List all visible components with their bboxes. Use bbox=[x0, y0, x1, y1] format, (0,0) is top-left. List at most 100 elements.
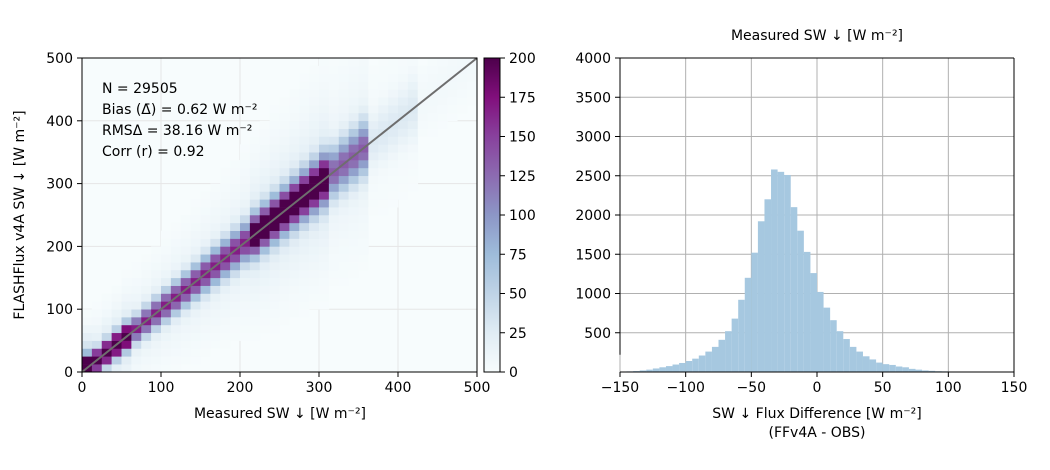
heatmap-cell bbox=[328, 254, 340, 263]
heatmap-cell bbox=[190, 301, 201, 310]
heatmap-cell bbox=[319, 183, 330, 192]
heatmap-cell bbox=[338, 277, 349, 286]
colorbar-tick-label: 200 bbox=[509, 51, 536, 67]
heatmap-cell bbox=[358, 207, 369, 216]
heatmap-cell bbox=[378, 144, 389, 153]
heatmap-cell bbox=[111, 301, 122, 310]
heatmap-cell bbox=[180, 238, 191, 247]
heatmap-cell bbox=[249, 215, 261, 224]
heatmap-cell bbox=[319, 277, 330, 286]
heatmap-cell bbox=[121, 348, 132, 357]
heatmap-cell bbox=[289, 301, 300, 310]
heatmap-cell bbox=[358, 65, 369, 74]
heatmap-cell bbox=[249, 246, 261, 255]
heatmap-cell bbox=[319, 262, 330, 271]
heatmap-frame bbox=[81, 57, 478, 373]
heatmap-cell bbox=[279, 183, 290, 192]
heatmap-cell bbox=[338, 97, 349, 106]
colorbar-tick-label: 150 bbox=[509, 130, 536, 146]
heatmap-cell bbox=[269, 144, 280, 153]
heatmap-cell bbox=[328, 58, 340, 67]
heatmap-cell bbox=[358, 254, 369, 263]
heatmap-cell bbox=[230, 222, 241, 231]
heatmap-cell bbox=[437, 112, 448, 122]
heatmap-cell bbox=[388, 128, 399, 137]
heatmap-cell bbox=[180, 246, 191, 255]
heatmap-cell bbox=[230, 309, 241, 318]
heatmap-cell bbox=[417, 73, 428, 82]
heatmap-cell bbox=[299, 222, 310, 231]
heatmap-cell bbox=[437, 120, 448, 129]
histogram-bar bbox=[646, 369, 653, 372]
heatmap-x-tick-label: 0 bbox=[78, 380, 87, 396]
heatmap-cell bbox=[447, 81, 458, 90]
heatmap-cell bbox=[91, 309, 103, 318]
heatmap-cell bbox=[358, 222, 369, 231]
heatmap-cell bbox=[437, 97, 448, 106]
heatmap-cell bbox=[170, 356, 182, 365]
histogram-bar bbox=[915, 369, 923, 372]
heatmap-cell bbox=[328, 191, 340, 200]
heatmap-cell bbox=[240, 246, 251, 255]
heatmap-cell bbox=[249, 293, 261, 302]
heatmap-cell bbox=[289, 112, 300, 122]
heatmap-cell bbox=[170, 364, 182, 373]
histogram-bar bbox=[744, 277, 752, 372]
heatmap-cell bbox=[190, 348, 201, 357]
heatmap-cell bbox=[309, 301, 320, 310]
heatmap-cell bbox=[91, 332, 103, 341]
heatmap-cell bbox=[259, 144, 270, 153]
heatmap-cell bbox=[230, 277, 241, 286]
heatmap-cell bbox=[161, 246, 172, 255]
heatmap-cell bbox=[388, 183, 399, 192]
heatmap-cell bbox=[240, 199, 251, 208]
histogram-bar bbox=[790, 207, 798, 372]
heatmap-cell bbox=[328, 183, 340, 192]
heatmap-cell bbox=[299, 183, 310, 192]
heatmap-cell bbox=[279, 246, 290, 255]
heatmap-cell bbox=[338, 144, 349, 153]
heatmap-cell bbox=[309, 128, 320, 137]
heatmap-cell bbox=[161, 317, 172, 326]
heatmap-cell bbox=[437, 58, 448, 67]
heatmap-cell bbox=[220, 269, 231, 279]
heatmap-cell bbox=[447, 89, 458, 98]
heatmap-cell bbox=[230, 167, 241, 177]
heatmap-cell bbox=[309, 136, 320, 145]
heatmap-cell bbox=[151, 277, 162, 286]
heatmap-cell bbox=[210, 254, 221, 263]
histogram-bar bbox=[823, 307, 831, 372]
heatmap-cell bbox=[220, 293, 231, 302]
histogram-bar bbox=[836, 331, 844, 372]
heatmap-cell bbox=[328, 97, 340, 106]
heatmap-cell bbox=[368, 89, 379, 98]
heatmap-cell bbox=[220, 285, 231, 294]
heatmap-cell bbox=[299, 97, 310, 106]
heatmap-cell bbox=[190, 285, 201, 294]
heatmap-cell bbox=[348, 144, 359, 153]
colorbar: 0 25 50 75 100 125 150 175 200 bbox=[483, 51, 536, 381]
heatmap-cell bbox=[279, 175, 290, 184]
heatmap-cell bbox=[200, 199, 211, 208]
heatmap-cell bbox=[309, 160, 320, 169]
heatmap-cell bbox=[141, 293, 152, 302]
heatmap-cell bbox=[319, 269, 330, 279]
heatmap-cell bbox=[200, 324, 211, 334]
colorbar-tick-label: 125 bbox=[509, 169, 536, 185]
histogram-x-ticks: −150 −100 −50 0 50 100 150 bbox=[601, 372, 1027, 396]
heatmap-cell bbox=[279, 222, 290, 231]
histogram-bar bbox=[902, 367, 909, 372]
heatmap-cell bbox=[467, 73, 478, 82]
heatmap-cell bbox=[279, 230, 290, 239]
heatmap-cell bbox=[240, 183, 251, 192]
heatmap-cell bbox=[230, 215, 241, 224]
histogram-bar bbox=[797, 230, 804, 372]
heatmap-cell bbox=[338, 65, 349, 74]
heatmap-cell bbox=[358, 89, 369, 98]
histogram-x-axis-label: SW ↓ Flux Difference [W m⁻²] bbox=[712, 406, 921, 422]
heatmap-cell bbox=[101, 293, 112, 302]
heatmap-cell bbox=[289, 238, 300, 247]
heatmap-cell bbox=[230, 262, 241, 271]
heatmap-cell bbox=[358, 105, 369, 114]
heatmap-cell bbox=[368, 183, 379, 192]
